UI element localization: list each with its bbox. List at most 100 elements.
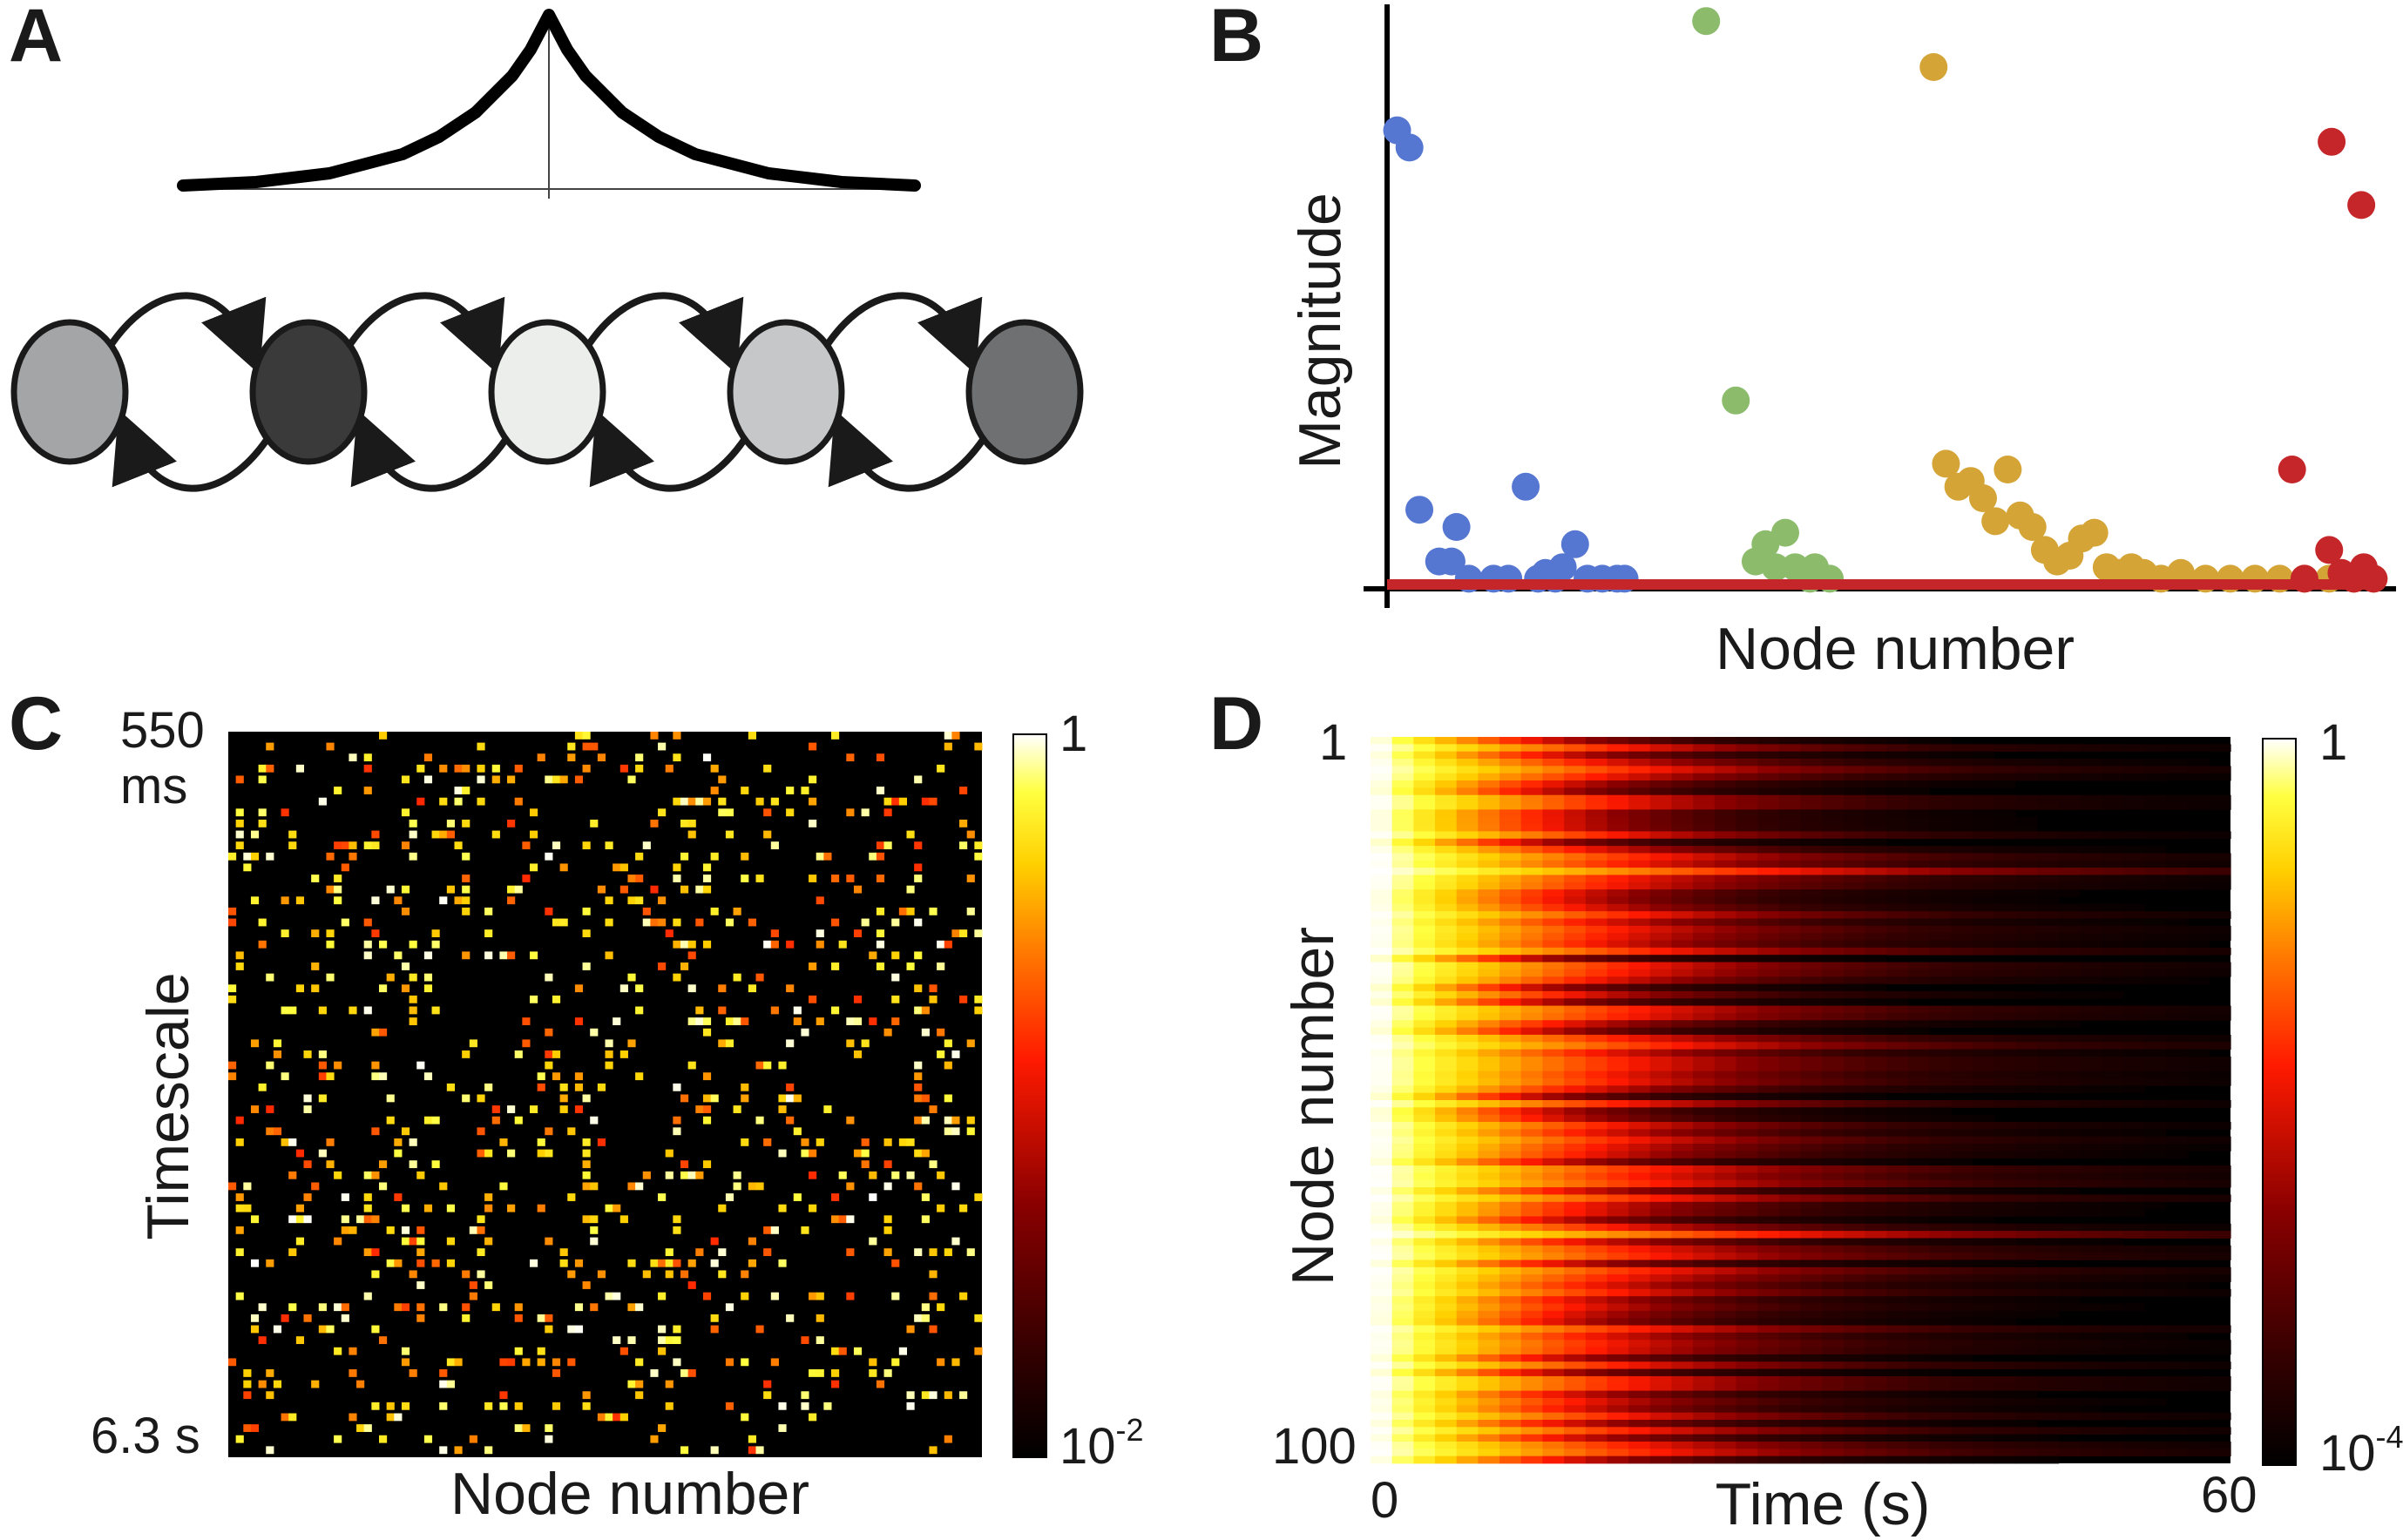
c-heat-cell xyxy=(590,1237,599,1246)
d-heat-cell xyxy=(1929,1151,1952,1159)
d-heat-cell xyxy=(1649,1216,1673,1225)
d-heat-cell xyxy=(2165,1136,2189,1145)
d-heat-cell xyxy=(1865,751,1887,760)
c-heat-cell xyxy=(250,1215,260,1224)
d-heat-cell xyxy=(1693,1375,1716,1384)
d-heat-cell xyxy=(1822,1318,1845,1326)
d-heat-cell xyxy=(1907,1427,1931,1435)
d-heat-cell xyxy=(1757,1144,1780,1152)
d-heat-cell xyxy=(1929,1325,1952,1334)
d-heat-cell xyxy=(1435,1368,1458,1377)
d-heat-cell xyxy=(1413,1456,1436,1464)
d-heat-cell xyxy=(1865,1034,1887,1043)
d-heat-cell xyxy=(1714,1209,1737,1217)
d-heat-cell xyxy=(2122,1144,2145,1152)
c-heat-cell xyxy=(401,885,410,894)
d-heat-cell xyxy=(1886,1107,1909,1116)
d-heat-cell xyxy=(2036,1296,2060,1304)
d-heat-cell xyxy=(1649,1456,1673,1464)
d-heat-cell xyxy=(1564,1172,1587,1181)
d-heat-cell xyxy=(1671,1223,1694,1232)
d-heat-cell xyxy=(1607,1231,1629,1239)
d-heat-cell xyxy=(2209,744,2231,753)
d-heat-cell xyxy=(1929,962,1952,970)
d-heat-cell xyxy=(1886,889,1909,897)
d-heat-cell xyxy=(1499,918,1522,927)
d-heat-cell xyxy=(1478,1122,1500,1130)
d-heat-cell xyxy=(1478,794,1500,803)
d-heat-cell xyxy=(1413,773,1436,781)
d-heat-cell xyxy=(1435,1303,1458,1312)
d-heat-cell xyxy=(1585,976,1608,984)
d-heat-cell xyxy=(1564,794,1587,803)
d-heat-cell xyxy=(2015,1419,2038,1428)
d-heat-cell xyxy=(1822,925,1845,934)
d-heat-cell xyxy=(1585,1056,1608,1064)
d-heat-cell xyxy=(1542,1296,1565,1304)
c-heat-cell xyxy=(281,1072,289,1081)
c-heat-cell xyxy=(665,764,674,773)
d-heat-cell xyxy=(1778,1158,1802,1166)
c-heat-cell xyxy=(816,929,824,938)
c-heat-cell xyxy=(937,940,945,949)
d-heat-cell xyxy=(1693,1064,1716,1072)
d-heat-cell xyxy=(1520,1354,1543,1362)
d-heat-cell xyxy=(1736,1296,1758,1304)
d-heat-cell xyxy=(1478,1114,1500,1123)
d-heat-cell xyxy=(1693,1340,1716,1348)
c-heat-cell xyxy=(228,918,237,927)
d-heat-cell xyxy=(1564,1405,1587,1414)
d-heat-cell xyxy=(2101,1281,2124,1290)
c-heat-cell xyxy=(597,1413,606,1422)
c-heat-cell xyxy=(484,1083,493,1091)
d-heat-cell xyxy=(1843,940,1866,949)
c-heat-cell xyxy=(334,1303,342,1312)
d-heat-cell xyxy=(1972,1209,1995,1217)
c-heat-cell xyxy=(454,1446,463,1455)
c-heat-cell xyxy=(582,1160,591,1169)
d-heat-cell xyxy=(1413,1238,1436,1246)
c-heat-cell xyxy=(545,973,553,982)
d-heat-cell xyxy=(1391,976,1414,984)
d-heat-cell xyxy=(1993,1310,2016,1319)
d-heat-cell xyxy=(1778,1303,1802,1312)
d-heat-cell xyxy=(1929,881,1952,890)
d-heat-cell xyxy=(2080,1165,2102,1173)
d-heat-cell xyxy=(2165,1340,2189,1348)
d-heat-cell xyxy=(1886,1368,1909,1377)
d-heat-cell xyxy=(1671,824,1694,832)
c-heat-cell xyxy=(582,1171,591,1179)
c-heat-cell xyxy=(786,940,795,949)
d-heat-cell xyxy=(1391,1405,1414,1414)
d-heat-cell xyxy=(2036,744,2060,753)
d-heat-cell xyxy=(2144,1056,2167,1064)
d-heat-cell xyxy=(1413,1412,1436,1421)
d-heat-cell xyxy=(1499,1077,1522,1086)
d-heat-cell xyxy=(1456,868,1479,875)
c-heat-cell xyxy=(552,995,561,1003)
d-heat-cell xyxy=(2187,1144,2210,1152)
d-heat-cell xyxy=(1371,1419,1393,1428)
c-heat-cell xyxy=(831,1215,840,1224)
d-heat-cell xyxy=(2015,1042,2038,1050)
d-heat-cell xyxy=(1714,881,1737,890)
d-heat-cell xyxy=(1499,976,1522,984)
d-heat-cell xyxy=(1972,1296,1995,1304)
c-heat-cell xyxy=(755,797,764,806)
d-heat-cell xyxy=(1413,1071,1436,1079)
d-heat-cell xyxy=(1478,947,1500,956)
d-heat-cell xyxy=(1499,780,1522,788)
d-heat-cell xyxy=(1435,889,1458,897)
d-heat-cell xyxy=(1907,1397,1931,1406)
d-heat-cell xyxy=(1649,1085,1673,1094)
d-heat-cell xyxy=(1993,1274,2016,1282)
c-heat-cell xyxy=(545,1424,553,1432)
d-heat-cell xyxy=(1413,1107,1436,1116)
d-heat-cell xyxy=(1843,860,1866,868)
c-heat-cell xyxy=(846,1182,855,1191)
d-heat-cell xyxy=(1822,1274,1845,1282)
d-heat-cell xyxy=(1800,1441,1823,1449)
d-heat-cell xyxy=(1628,1165,1651,1173)
c-colorbar-min: 10-2 xyxy=(1059,1412,1144,1475)
d-heat-cell xyxy=(2122,1071,2145,1079)
